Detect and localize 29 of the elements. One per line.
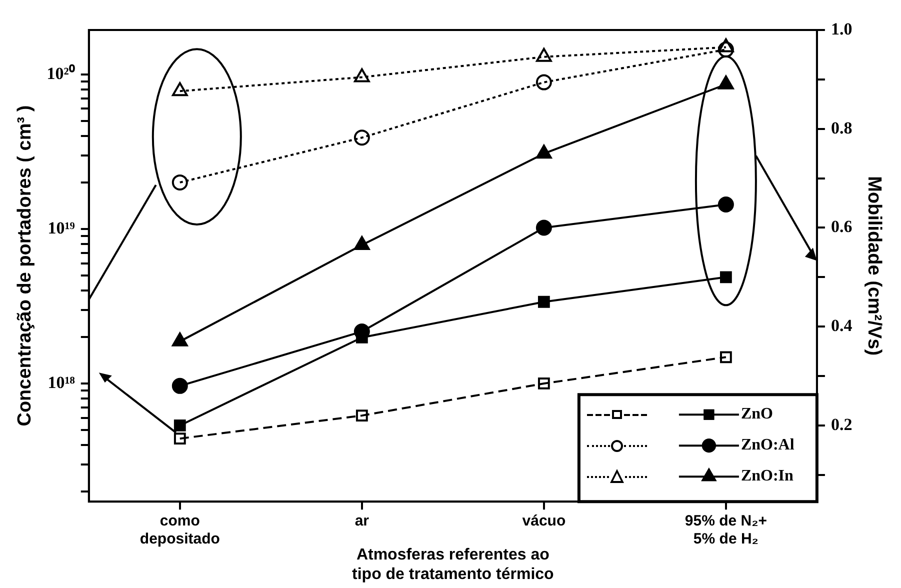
- point: [718, 38, 734, 52]
- legend-label: ZnO:Al: [740, 436, 795, 454]
- y-tick-label: 10¹⁹: [48, 218, 75, 238]
- y2-tick-label: 0.8: [830, 118, 852, 138]
- legend-label: ZnO: [740, 406, 773, 423]
- point: [536, 48, 552, 62]
- y2-tick-label: 0.6: [830, 217, 852, 236]
- y2-tick-label: 0.2: [830, 414, 852, 434]
- point: [354, 130, 370, 146]
- point: [356, 410, 368, 422]
- x-tick-label: 95% de N₂+ 5% de H₂: [684, 512, 768, 548]
- y2-tick-label: 1.0: [830, 19, 852, 38]
- point: [354, 68, 370, 82]
- y-tick-label: 10²⁰: [46, 64, 75, 83]
- y2-tick-label: 0.4: [830, 316, 853, 335]
- point: [536, 74, 552, 90]
- x-axis-title: Atmosferas referentes ao tipo de tratamento térmico: [352, 546, 554, 583]
- legend-label: ZnO:In: [740, 468, 794, 485]
- y-axis-title: Concentração de portadores ( cm³ ): [14, 105, 36, 426]
- x-tick-label: como depositado: [140, 512, 220, 548]
- point: [174, 432, 186, 445]
- x-tick-label: vácuo: [522, 512, 566, 530]
- point: [172, 174, 188, 190]
- point: [172, 82, 188, 96]
- y-tick-label: 10¹⁸: [48, 372, 75, 392]
- x-tick-label: ar: [354, 512, 370, 530]
- point: [538, 378, 550, 390]
- point: [720, 351, 732, 364]
- y2-axis-title: Mobilidade (cm²/Vs): [863, 176, 884, 356]
